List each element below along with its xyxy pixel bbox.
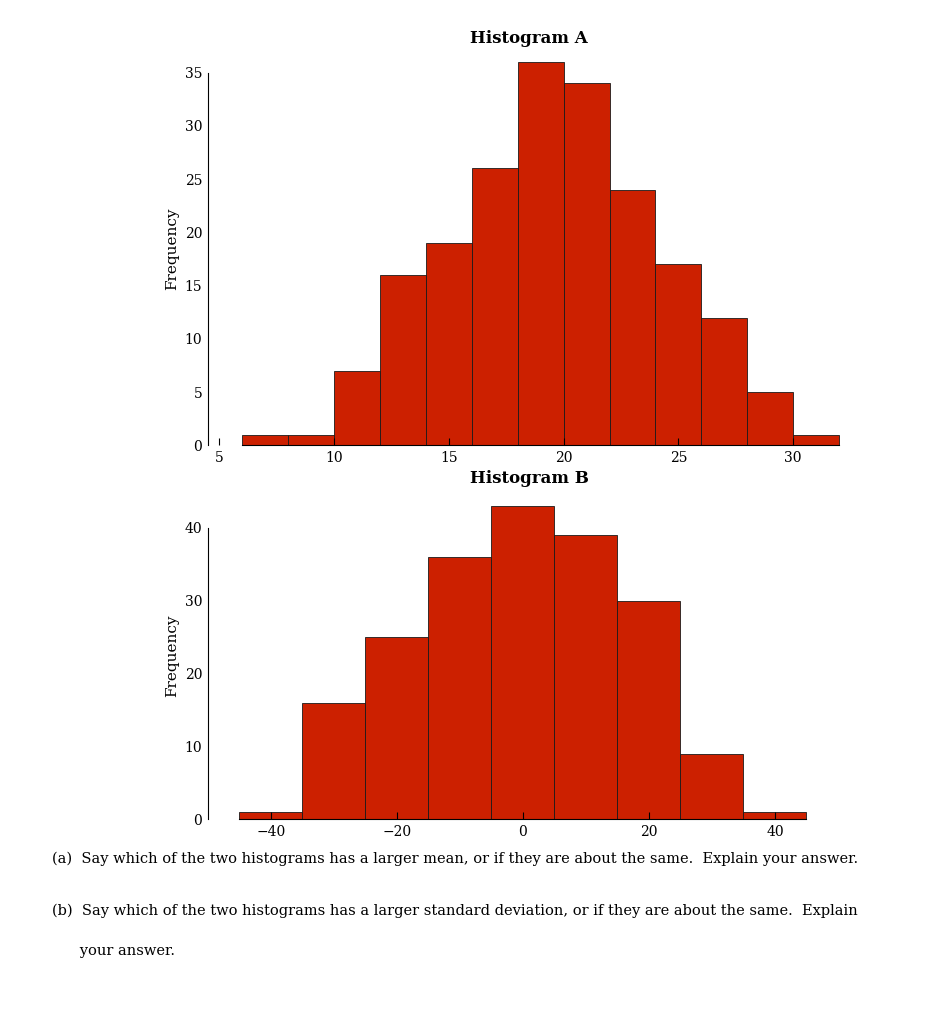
- Bar: [517, 61, 563, 445]
- Bar: [428, 557, 491, 819]
- Text: (b)  Say which of the two histograms has a larger standard deviation, or if they: (b) Say which of the two histograms has …: [52, 903, 857, 918]
- Text: your answer.: your answer.: [52, 944, 175, 958]
- Bar: [743, 812, 805, 819]
- Bar: [288, 435, 334, 445]
- Title: Histogram B: Histogram B: [469, 470, 588, 487]
- Bar: [792, 435, 838, 445]
- Bar: [700, 317, 747, 445]
- Bar: [616, 601, 680, 819]
- Bar: [379, 275, 426, 445]
- Bar: [554, 536, 616, 819]
- Bar: [334, 371, 379, 445]
- Bar: [563, 83, 609, 445]
- Title: Histogram A: Histogram A: [470, 30, 587, 47]
- Bar: [491, 506, 554, 819]
- Bar: [365, 637, 428, 819]
- Bar: [426, 243, 471, 445]
- Text: (a)  Say which of the two histograms has a larger mean, or if they are about the: (a) Say which of the two histograms has …: [52, 852, 857, 866]
- Y-axis label: Frequency: Frequency: [165, 614, 179, 696]
- Bar: [242, 435, 288, 445]
- Bar: [239, 812, 302, 819]
- Bar: [680, 754, 743, 819]
- Bar: [609, 189, 655, 445]
- Y-axis label: Frequency: Frequency: [165, 207, 179, 290]
- Bar: [471, 168, 517, 445]
- Bar: [747, 392, 792, 445]
- Bar: [302, 702, 365, 819]
- Bar: [655, 264, 700, 445]
